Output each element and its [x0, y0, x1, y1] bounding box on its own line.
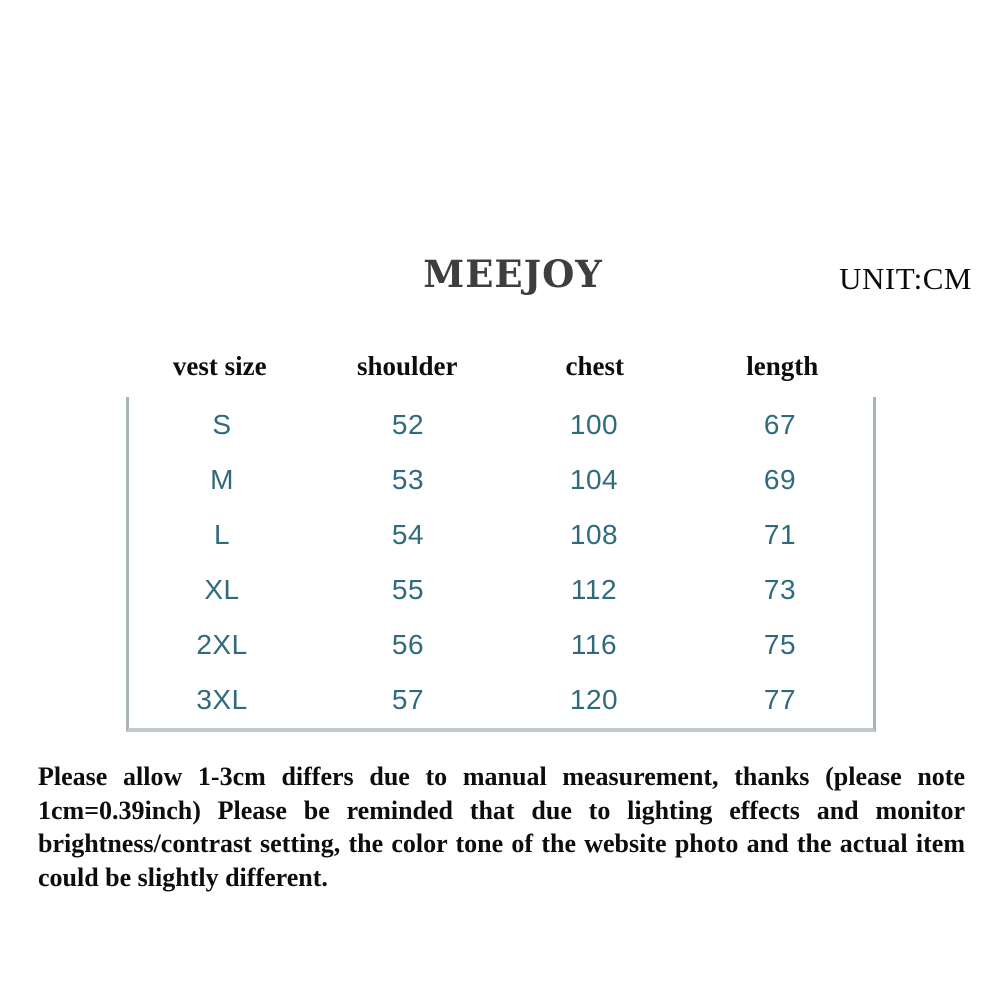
length-value: 67 [763, 408, 797, 440]
chest-value: 100 [569, 408, 619, 440]
length-value: 69 [763, 463, 797, 495]
size-label: M [210, 463, 234, 495]
chest-value: 116 [570, 629, 618, 661]
table-row-l: L 54 108 71 [129, 507, 873, 562]
size-label: 3XL [196, 684, 248, 716]
shoulder-value: 55 [391, 574, 425, 606]
measurement-disclaimer: Please allow 1-3cm differs due to manual… [38, 762, 965, 892]
column-header-length: length [746, 350, 819, 381]
size-label: XL [204, 574, 240, 606]
chest-value: 104 [569, 463, 619, 495]
table-row-s: S 52 100 67 [129, 397, 873, 452]
shoulder-value: 57 [391, 684, 425, 716]
table-row-m: M 53 104 69 [129, 452, 873, 507]
chest-value: 120 [569, 684, 619, 716]
length-value: 73 [763, 574, 797, 606]
unit-label: UNIT:CM [839, 261, 972, 296]
size-table-header: vest size shoulder chest length [126, 344, 876, 388]
size-label: S [212, 408, 232, 440]
chest-value: 112 [570, 574, 618, 606]
column-header-shoulder: shoulder [356, 350, 458, 381]
brand-title: MEEJOY [423, 252, 603, 296]
table-row-xl: XL 55 112 73 [129, 563, 873, 618]
size-label: L [213, 518, 231, 550]
size-label: 2XL [196, 629, 248, 661]
length-value: 75 [763, 629, 797, 661]
size-table-body: S 52 100 67 M 53 104 69 L 54 108 71 XL 5… [126, 397, 876, 732]
column-header-vest-size: vest size [172, 350, 267, 381]
shoulder-value: 53 [391, 463, 425, 495]
table-row-2xl: 2XL 56 116 75 [129, 618, 873, 673]
shoulder-value: 52 [391, 408, 425, 440]
shoulder-value: 56 [391, 629, 425, 661]
column-header-chest: chest [565, 350, 624, 381]
table-row-3xl: 3XL 57 120 77 [129, 673, 873, 728]
length-value: 71 [763, 518, 797, 550]
length-value: 77 [763, 684, 797, 716]
shoulder-value: 54 [391, 518, 425, 550]
chest-value: 108 [569, 518, 619, 550]
